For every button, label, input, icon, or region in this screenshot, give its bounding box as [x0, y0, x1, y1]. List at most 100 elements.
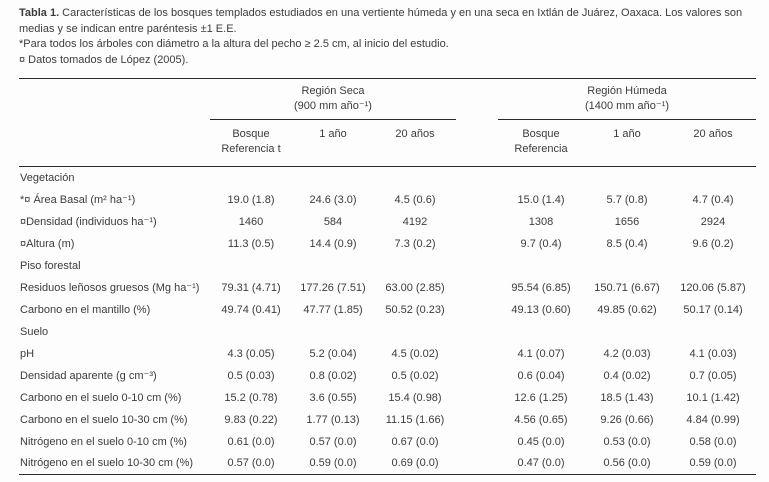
column-gap [456, 409, 498, 431]
cell-value: 11.15 (1.66) [385, 413, 445, 426]
cell-value: 4.84 (0.99) [686, 413, 740, 426]
cell-value: 4.1 (0.03) [689, 347, 737, 360]
cell-value: 79.31 (4.71) [221, 281, 281, 294]
table-row: Residuos leñosos gruesos (Mg ha⁻¹) 79.31 … [19, 277, 756, 299]
cell-value: 15.0 (1.4) [517, 193, 565, 206]
cell-value: 4.56 (0.65) [514, 413, 568, 426]
cell-value: 0.57 (0.0) [227, 457, 275, 470]
group-header-row: Región Seca (900 mm año⁻¹) Región Húmeda… [19, 78, 757, 120]
table-row: Nitrógeno en el suelo 10-30 cm (%) 0.57 (… [19, 453, 756, 475]
table-caption: Tabla 1. Características de los bosques t… [19, 6, 763, 68]
cell-value: 50.52 (0.23) [385, 303, 445, 316]
cell-value: 12.6 (1.25) [514, 391, 568, 404]
cell-value: 0.5 (0.03) [227, 369, 275, 382]
row-label: Carbono en el suelo 10-30 cm (%) [20, 413, 188, 426]
column-header-label: 20 años [693, 128, 733, 140]
cell-value: 4.5 (0.02) [391, 347, 439, 360]
empty-corner-cell [19, 79, 210, 120]
table-row: Densidad aparente (g cm⁻³) 0.5 (0.03) 0.8 … [19, 365, 756, 387]
cell-value: 49.13 (0.60) [511, 303, 571, 316]
table-row: Carbono en el mantillo (%) 49.74 (0.41) 47… [19, 299, 756, 321]
cell-value: 18.5 (1.43) [600, 391, 654, 404]
cell-value: 14.4 (0.9) [309, 237, 357, 250]
cell-value: 0.45 (0.0) [517, 435, 565, 448]
row-label: ¤Altura (m) [20, 237, 75, 250]
cell-value: 0.8 (0.02) [309, 369, 357, 382]
column-gap [456, 343, 498, 365]
section-title: Vegetación [20, 171, 75, 184]
group-gap-cell [456, 79, 498, 120]
cell-value: 0.5 (0.02) [391, 369, 439, 382]
section-header-row: Piso forestal [19, 255, 756, 277]
cell-value: 150.71 (6.67) [594, 281, 660, 294]
column-gap [456, 431, 498, 453]
cell-value: 0.61 (0.0) [227, 435, 275, 448]
table-row: pH 4.3 (0.05) 5.2 (0.04) 4.5 (0.02) 4.1 (0.0… [19, 343, 756, 365]
column-header-label: Bosque Referencia [514, 128, 568, 155]
cell-value: 15.2 (0.78) [224, 391, 278, 404]
group-header-humid: Región Húmeda (1400 mm año⁻¹) [498, 78, 757, 120]
column-gap [456, 211, 498, 233]
row-label: ¤Densidad (individuos ha⁻¹) [20, 216, 157, 228]
row-label: Nitrógeno en el suelo 0-10 cm (%) [20, 435, 187, 448]
cell-value: 4.2 (0.03) [603, 347, 651, 360]
cell-value: 1.77 (0.13) [306, 413, 360, 426]
cell-value: 4.1 (0.07) [517, 347, 565, 360]
cell-value: 5.7 (0.8) [606, 193, 648, 206]
cell-value: 5.2 (0.04) [309, 347, 357, 360]
row-label: Nitrógeno en el suelo 10-30 cm (%) [20, 457, 194, 470]
cell-value: 1308 [528, 215, 554, 228]
cell-value: 0.4 (0.02) [603, 369, 651, 382]
cell-value: 11.3 (0.5) [227, 237, 275, 250]
cell-value: 15.4 (0.98) [388, 391, 442, 404]
cell-value: 4.3 (0.05) [227, 347, 275, 360]
footnote-asterisk: *Para todos los árboles con diámetro a l… [19, 38, 449, 50]
column-header-row: Bosque Referencia t 1 año 20 años Bosque… [19, 120, 757, 167]
cell-value: 8.5 (0.4) [606, 237, 648, 250]
column-header-label: 1 año [613, 128, 641, 140]
cell-value: 0.59 (0.0) [309, 457, 357, 470]
column-header: 20 años [670, 120, 756, 167]
cell-value: 10.1 (1.42) [686, 391, 740, 404]
column-header: 1 año [292, 120, 374, 167]
table-row: Nitrógeno en el suelo 0-10 cm (%) 0.61 (0… [19, 431, 756, 453]
column-header-label: Bosque Referencia t [221, 128, 281, 155]
group-subtitle-humid: (1400 mm año⁻¹) [584, 99, 670, 112]
table-body: Vegetación *¤ Área Basal (m² ha⁻¹) 19.0 (1… [19, 167, 756, 475]
cell-value: 0.47 (0.0) [517, 457, 565, 470]
column-header: Bosque Referencia [498, 120, 584, 167]
cell-value: 4.7 (0.4) [692, 193, 734, 206]
table-row: Carbono en el suelo 0-10 cm (%) 15.2 (0.7… [19, 387, 756, 409]
column-header-label: 1 año [319, 128, 347, 140]
table-row: ¤Densidad (individuos ha⁻¹) 1460 584 4192 13… [19, 211, 756, 233]
column-gap [456, 453, 498, 475]
cell-value: 120.06 (5.87) [680, 281, 746, 294]
footnote-currency: ¤ Datos tomados de López (2005). [19, 53, 189, 66]
group-header-dry: Región Seca (900 mm año⁻¹) [210, 78, 456, 120]
cell-value: 24.6 (3.0) [309, 193, 357, 206]
cell-value: 177.26 (7.51) [300, 281, 366, 294]
cell-value: 9.7 (0.4) [520, 237, 562, 250]
cell-value: 19.0 (1.8) [227, 193, 275, 206]
cell-value: 0.58 (0.0) [689, 435, 737, 448]
caption-text: Características de los bosques templados… [19, 7, 743, 35]
column-gap [456, 189, 498, 211]
row-label: Residuos leñosos gruesos (Mg ha⁻¹) [20, 282, 200, 294]
cell-value: 0.67 (0.0) [391, 435, 439, 448]
column-gap [456, 120, 498, 167]
column-header-label: 20 años [395, 128, 435, 140]
cell-value: 7.3 (0.2) [394, 237, 436, 250]
cell-value: 95.54 (6.85) [511, 281, 571, 294]
cell-value: 50.17 (0.14) [683, 303, 743, 316]
row-label: Densidad aparente (g cm⁻³) [20, 370, 157, 382]
row-label: pH [20, 347, 35, 360]
row-label: Carbono en el mantillo (%) [20, 303, 151, 316]
table-row: *¤ Área Basal (m² ha⁻¹) 19.0 (1.8) 24.6 (3… [19, 189, 756, 211]
cell-value: 0.53 (0.0) [603, 435, 651, 448]
cell-value: 0.56 (0.0) [603, 457, 651, 470]
section-header-row: Suelo [19, 321, 756, 343]
column-gap [456, 365, 498, 387]
table-row: Carbono en el suelo 10-30 cm (%) 9.83 (0.… [19, 409, 756, 431]
data-table: Región Seca (900 mm año⁻¹) Región Húmeda… [19, 78, 757, 475]
